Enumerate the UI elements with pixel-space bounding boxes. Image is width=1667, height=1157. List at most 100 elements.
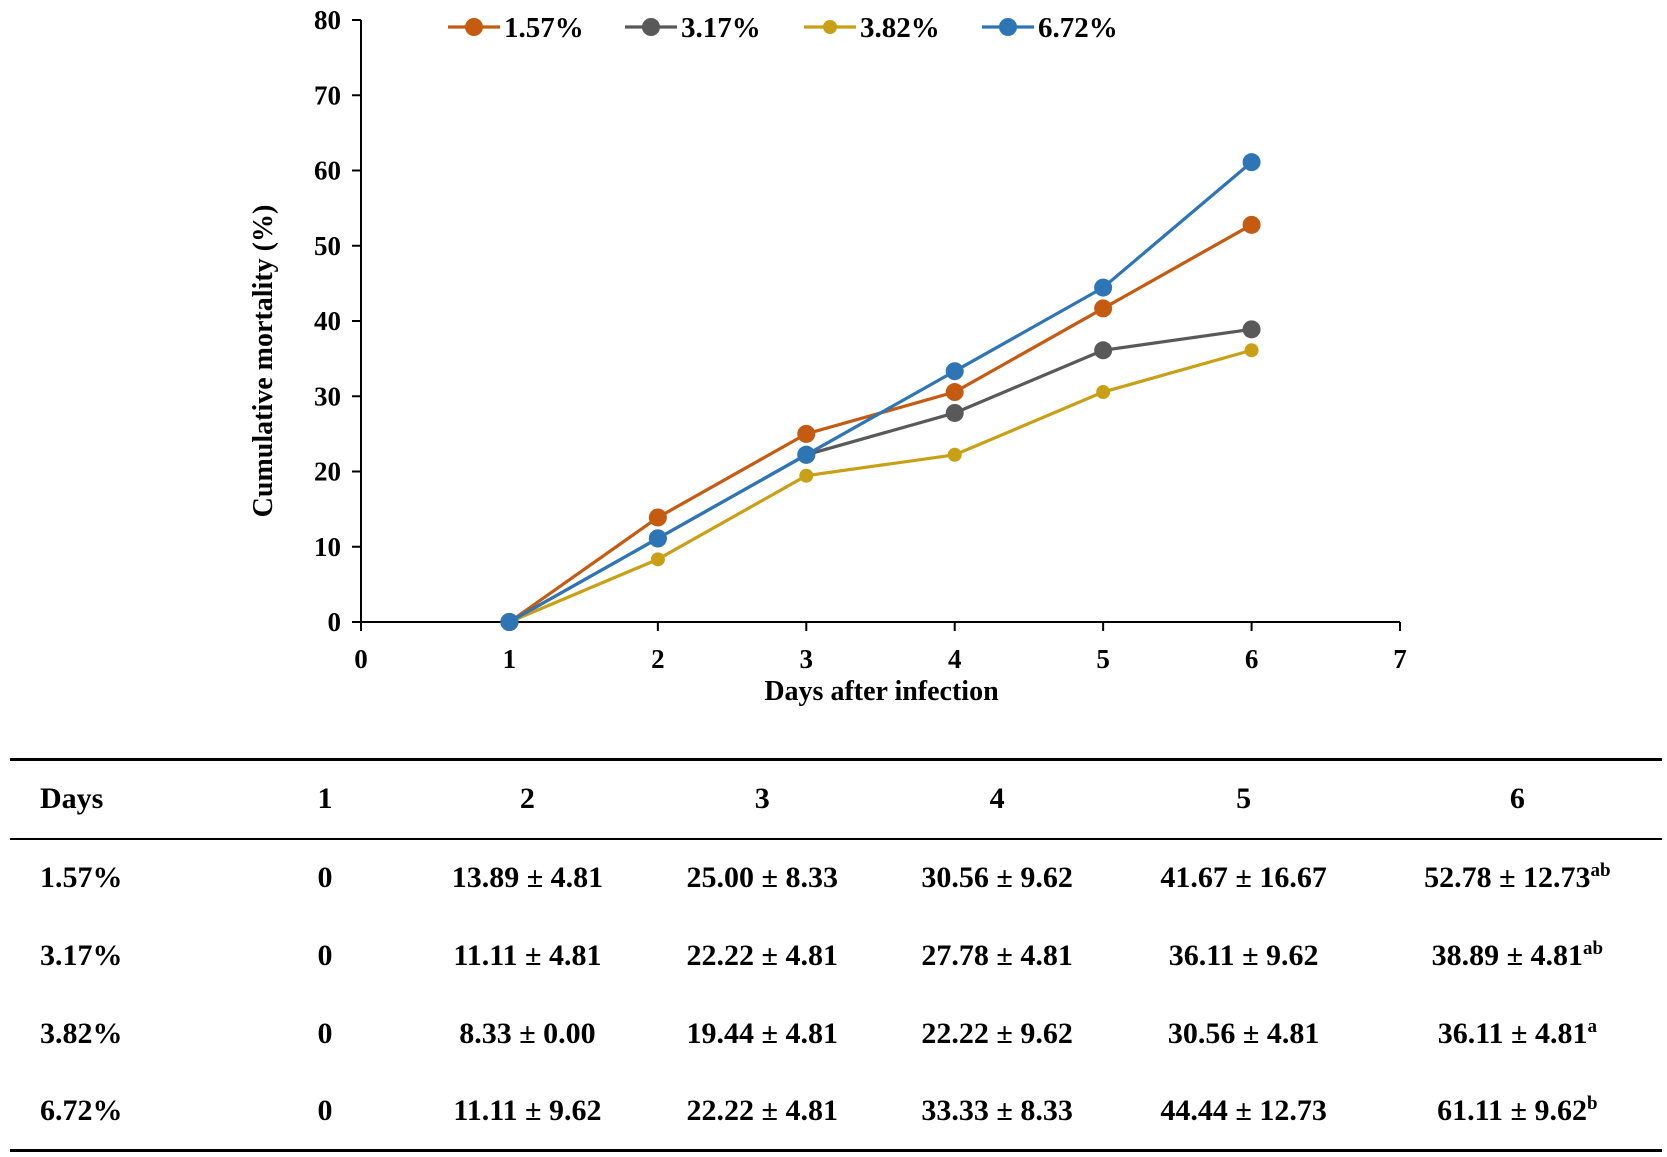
- legend-label: 1.57%: [504, 12, 584, 44]
- data-point: [945, 362, 964, 381]
- y-tick-label: 40: [314, 306, 341, 336]
- cell-value: 41.67 ± 16.67: [1160, 861, 1327, 894]
- table-cell: 0: [240, 839, 410, 917]
- significance-letter: ab: [1583, 937, 1604, 959]
- header-days: Days: [10, 758, 240, 840]
- legend-label: 6.72%: [1038, 12, 1118, 44]
- header-day-4: 4: [879, 758, 1115, 840]
- x-tick-label: 0: [354, 644, 368, 674]
- chart-legend: 1.57% 3.17% 3.82% 6.72%: [448, 12, 1118, 44]
- significance-letter: a: [1587, 1015, 1598, 1037]
- cell-value: 0: [317, 1016, 333, 1050]
- cell-value: 22.22 ± 4.81: [686, 938, 839, 972]
- legend-label: 3.82%: [860, 12, 940, 44]
- x-tick-label: 3: [800, 644, 814, 674]
- series-line: [508, 348, 1253, 624]
- table-cell: 38.89 ± 4.81ab: [1373, 917, 1662, 995]
- table-cell: 36.11 ± 4.81a: [1373, 995, 1662, 1073]
- x-axis-title: Days after infection: [764, 676, 999, 707]
- table-cell: 13.89 ± 4.81: [410, 839, 645, 917]
- cell-value: 36.11 ± 9.62: [1168, 938, 1319, 972]
- cell-value: 38.89 ± 4.81: [1431, 938, 1584, 972]
- table-cell: 33.33 ± 8.33: [879, 1072, 1115, 1152]
- data-point: [648, 508, 667, 527]
- table-cell: 19.44 ± 4.81: [645, 995, 880, 1073]
- data-point: [797, 424, 816, 443]
- row-label: 1.57%: [40, 861, 123, 894]
- cell-value: 19.44 ± 4.81: [686, 1016, 839, 1050]
- data-point: [1094, 299, 1113, 318]
- series-line: [508, 327, 1252, 624]
- table-cell: 11.11 ± 9.62: [410, 1072, 645, 1152]
- cell-value: 11.11 ± 4.81: [453, 938, 602, 972]
- data-point: [945, 403, 964, 422]
- cell-value: 52.78 ± 12.73: [1424, 861, 1591, 894]
- cell-value: 25.00 ± 8.33: [686, 861, 839, 894]
- y-tick-label: 60: [314, 156, 341, 186]
- mortality-table: Days 1 2 3 4 5 6 1.57% 0 13.89 ± 4.81 25.00 ± 8.3…: [10, 758, 1662, 1152]
- table-cell: 0: [240, 995, 410, 1073]
- row-label: 6.72%: [10, 1072, 240, 1152]
- data-point: [1094, 341, 1113, 360]
- x-tick-label: 2: [651, 644, 665, 674]
- x-tick-label: 7: [1393, 644, 1407, 674]
- legend-marker: [465, 18, 483, 36]
- y-axis-title: Cumulative mortality (%): [248, 205, 279, 518]
- chart-series-layer: [500, 153, 1261, 631]
- table-cell: 0: [240, 1072, 410, 1152]
- row-label: 3.17%: [40, 938, 123, 972]
- table-cell: 22.22 ± 4.81: [644, 1072, 880, 1152]
- table-cell: 30.56 ± 4.81: [1115, 995, 1373, 1073]
- chart-axes: 0 10 20 30 40 50 60 70 80 0 1 2 3 4 5 6 7: [314, 5, 1407, 674]
- series-6-72-: [500, 153, 1261, 631]
- cell-value: 30.56 ± 9.62: [921, 861, 1073, 894]
- data-point: [1242, 215, 1261, 234]
- data-point: [500, 613, 519, 631]
- table-cell: 30.56 ± 9.62: [880, 839, 1115, 917]
- table-row: 3.82% 0 8.33 ± 0.00 19.44 ± 4.81 22.22 ± 9.6…: [10, 995, 1662, 1073]
- data-point: [1242, 153, 1261, 172]
- table-cell: 22.22 ± 9.62: [880, 995, 1115, 1073]
- table-cell: 36.11 ± 9.62: [1115, 917, 1373, 995]
- cell-value: 30.56 ± 4.81: [1167, 1016, 1320, 1050]
- data-point: [648, 529, 667, 548]
- header-day-6: 6: [1372, 758, 1662, 840]
- cell-value: 22.22 ± 9.62: [921, 1016, 1073, 1050]
- data-point: [1244, 343, 1259, 358]
- table-cell: 22.22 ± 4.81: [645, 917, 880, 995]
- series-line: [508, 160, 1253, 624]
- y-tick-label: 50: [314, 231, 341, 261]
- table-row: 6.72% 0 11.11 ± 9.62 22.22 ± 4.81 33.33 ± 8.…: [10, 1072, 1662, 1152]
- cell-value: 13.89 ± 4.81: [451, 861, 604, 894]
- data-point: [1096, 385, 1111, 400]
- table-cell: 11.11 ± 4.81: [410, 917, 645, 995]
- series-1-57-: [500, 215, 1261, 631]
- cell-value: 22.22 ± 4.81: [686, 1093, 839, 1127]
- cell-value: 36.11 ± 4.81: [1437, 1016, 1588, 1050]
- cell-value: 44.44 ± 12.73: [1160, 1093, 1327, 1127]
- header-day-2: 2: [410, 758, 645, 840]
- data-point: [799, 468, 814, 483]
- x-tick-label: 4: [948, 644, 962, 674]
- x-tick-label: 6: [1245, 644, 1259, 674]
- x-tick-label: 1: [503, 644, 517, 674]
- series-3-17-: [500, 320, 1261, 631]
- table-cell: 52.78 ± 12.73ab: [1373, 839, 1662, 917]
- x-tick-label: 5: [1096, 644, 1110, 674]
- cell-value: 61.11 ± 9.62: [1437, 1093, 1587, 1127]
- y-tick-label: 0: [328, 607, 342, 637]
- data-point: [1242, 320, 1261, 339]
- data-point: [797, 445, 816, 464]
- table-cell: 8.33 ± 0.00: [410, 995, 645, 1073]
- significance-letter: b: [1586, 1092, 1598, 1114]
- table-cell: 44.44 ± 12.73: [1114, 1072, 1373, 1152]
- series-line: [508, 223, 1253, 624]
- y-tick-label: 20: [314, 457, 341, 487]
- series-3-82-: [502, 343, 1259, 629]
- header-day-1: 1: [240, 758, 410, 840]
- table-cell: 0: [240, 917, 410, 995]
- cell-value: 0: [317, 861, 333, 894]
- cell-value: 11.11 ± 9.62: [453, 1093, 602, 1127]
- legend-marker: [642, 18, 660, 36]
- header-day-3: 3: [644, 758, 880, 840]
